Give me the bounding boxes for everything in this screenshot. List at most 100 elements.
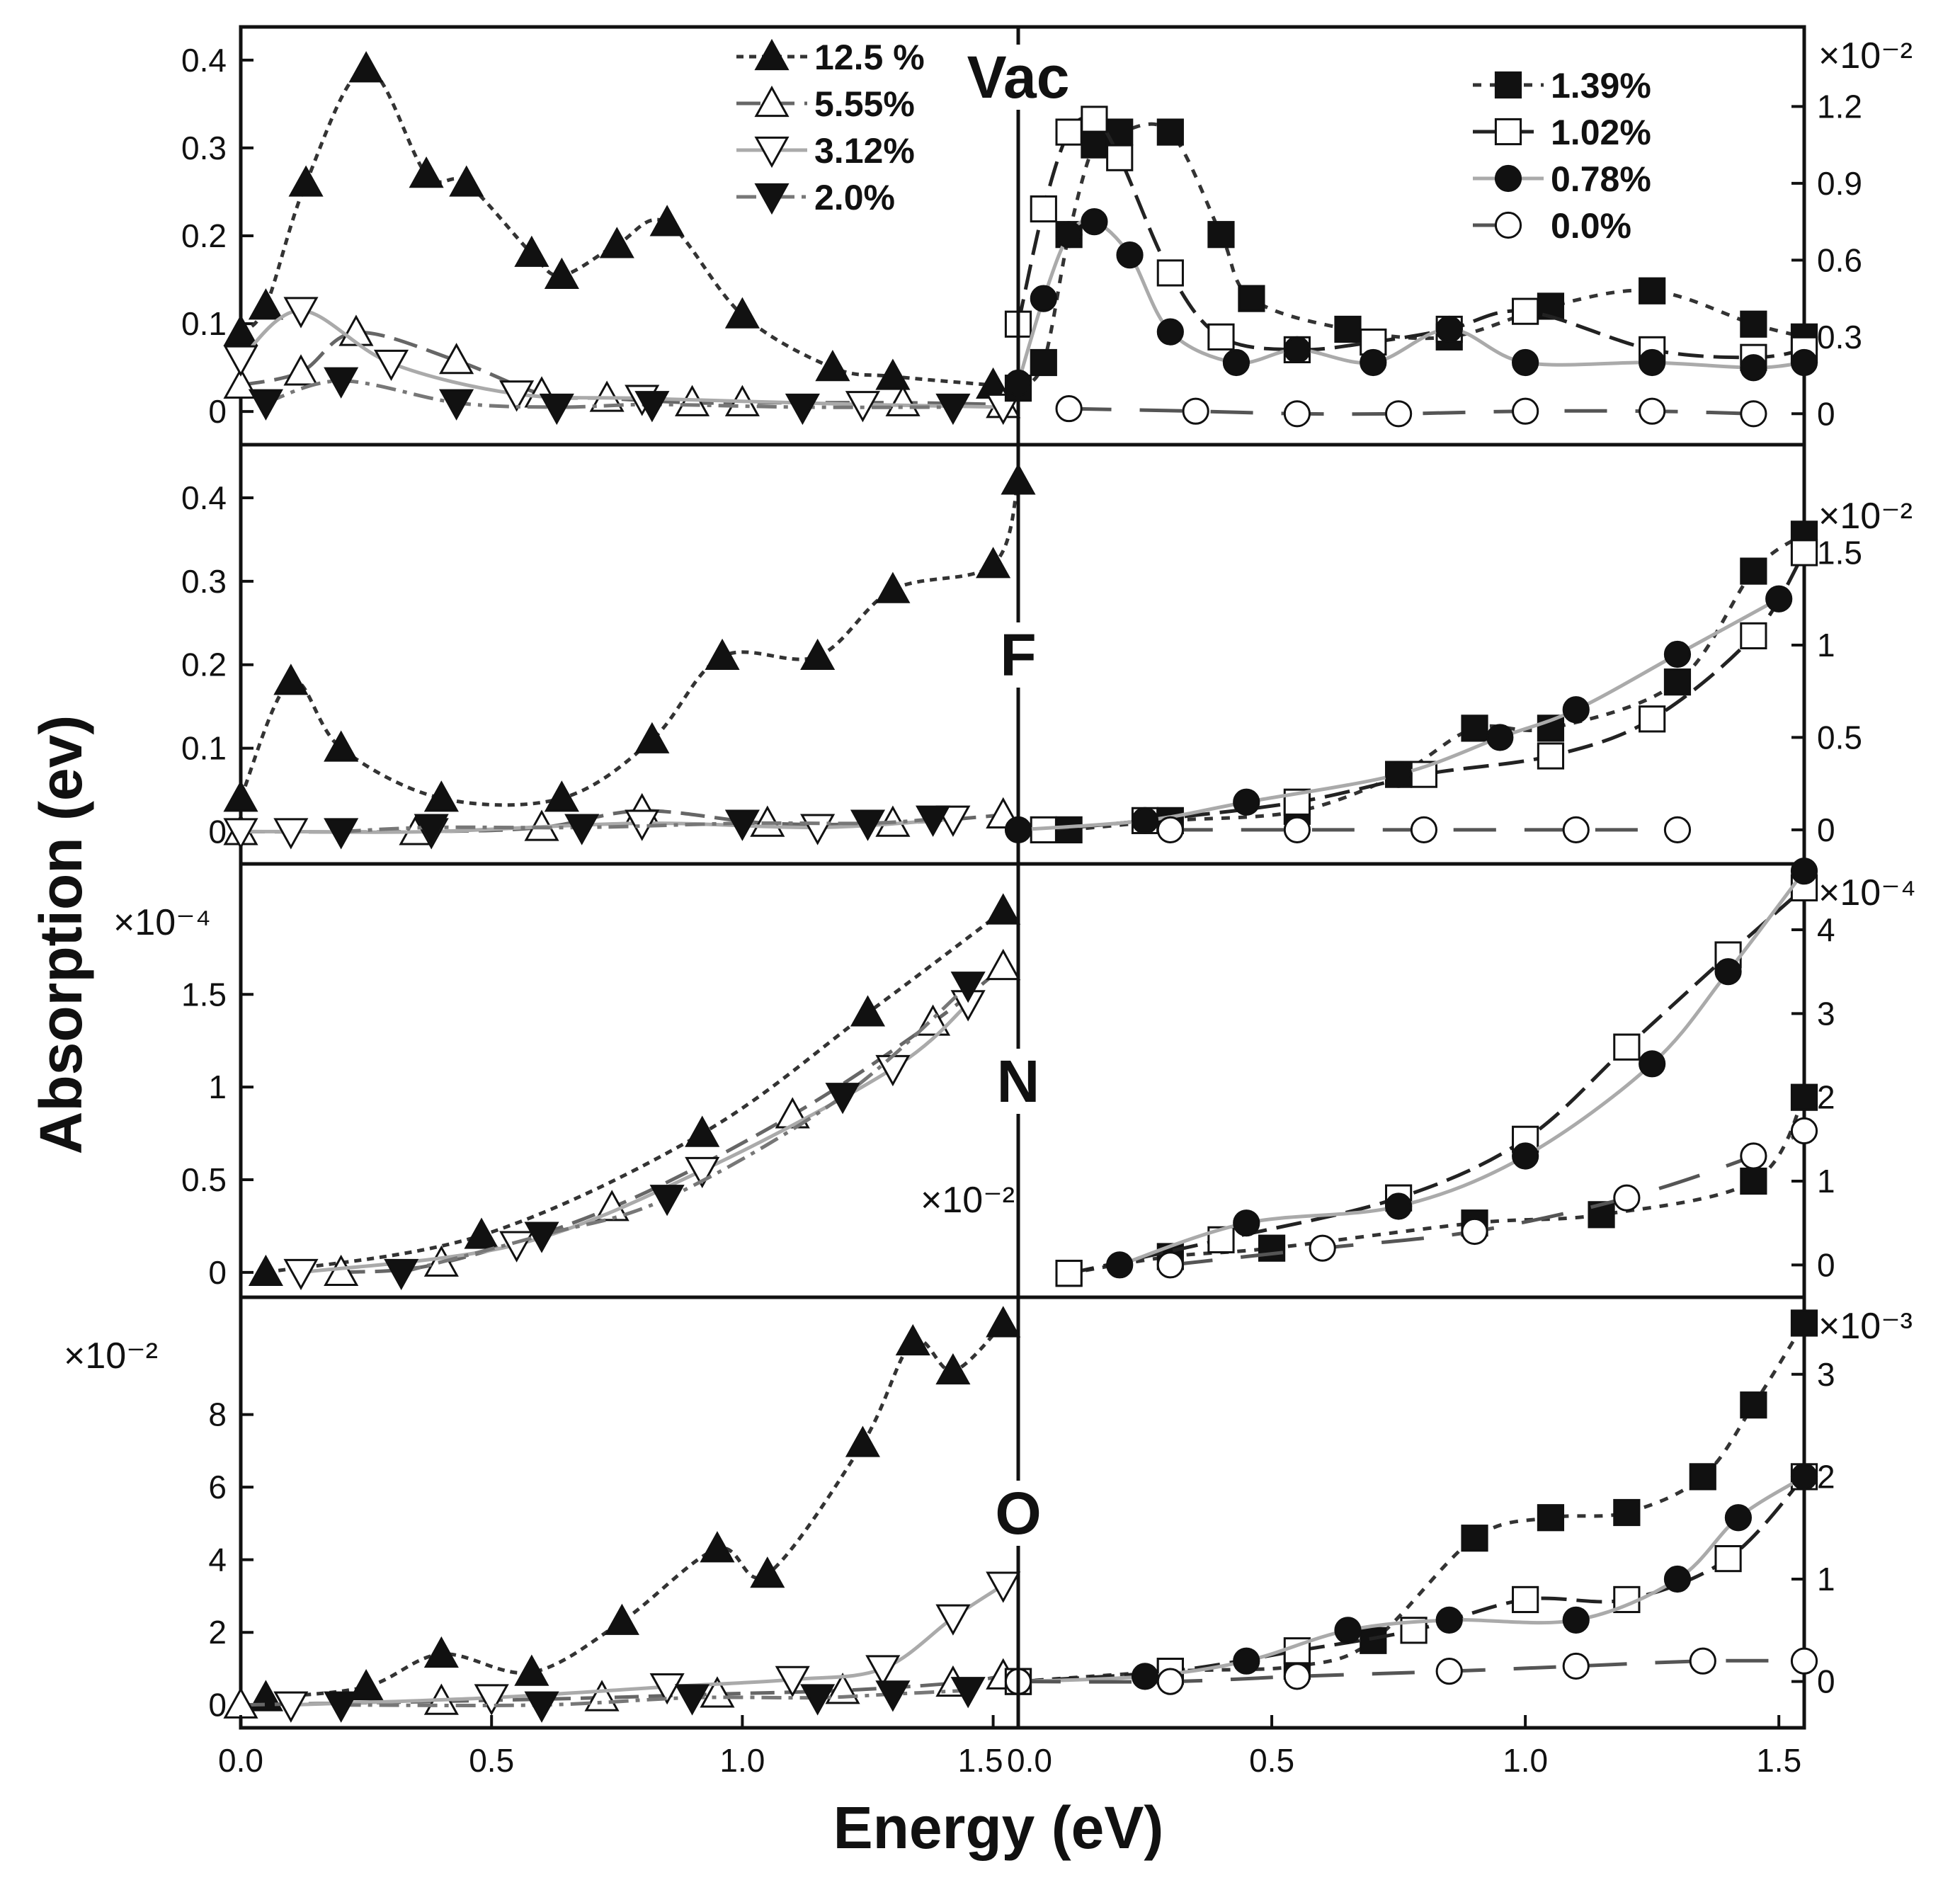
data-point [273, 664, 309, 695]
data-point [414, 814, 449, 845]
data-point [775, 1665, 810, 1697]
data-point [524, 1691, 559, 1723]
data-point [423, 1636, 459, 1668]
y-tick-label-left: 2 [208, 1614, 227, 1651]
series-s312-left [283, 990, 986, 1291]
data-point [1512, 1585, 1539, 1614]
series-s102-right [1004, 106, 1818, 371]
data-point [674, 1684, 710, 1716]
x-tick-label-left: 1.5 [958, 1742, 1003, 1779]
data-point [594, 1190, 629, 1221]
data-point [248, 389, 283, 421]
series-s078-right [1004, 208, 1818, 397]
panel-f: 0 0.1 0.2 0.3 0.4 0 0.5 1 1.5×10⁻² F [181, 443, 1913, 866]
panel-label-bg [962, 45, 1075, 110]
data-point [324, 367, 359, 399]
data-point [1790, 1647, 1818, 1675]
series-s102-right [1055, 874, 1818, 1287]
series-s125-left [223, 51, 1011, 399]
y-tick-label-right: 0.5 [1817, 719, 1862, 756]
panel-label: N [997, 1048, 1040, 1115]
scale-label-left: ×10⁻² [64, 1336, 158, 1377]
data-point [1334, 1617, 1362, 1644]
x-tick-label-right: 0.5 [1249, 1742, 1294, 1779]
data-point [1562, 1652, 1590, 1680]
data-point [724, 297, 760, 329]
data-point [1435, 1606, 1463, 1634]
series-s078-right [1004, 585, 1793, 844]
data-point [439, 343, 474, 375]
series-line [1016, 115, 1805, 360]
data-point [916, 805, 951, 837]
scale-label-left: ×10⁻⁴ [113, 902, 211, 943]
data-point [1714, 1544, 1742, 1573]
x-tick-label-left: 0.5 [469, 1742, 514, 1779]
y-tick-label-right: 0.9 [1817, 165, 1862, 202]
data-point [1283, 336, 1311, 364]
data-point [865, 1655, 901, 1687]
data-point [1740, 1142, 1767, 1170]
data-point [850, 809, 886, 841]
legend-label: 1.02% [1551, 113, 1651, 152]
data-point [950, 972, 986, 1003]
y-tick-label-right: 1 [1817, 1163, 1835, 1200]
data-point [1435, 315, 1463, 343]
data-point [373, 349, 409, 382]
data-point [850, 995, 886, 1027]
data-point [1055, 1260, 1083, 1287]
panel-frame [239, 1295, 1806, 1730]
data-point [1238, 285, 1265, 312]
y-tick-label-left: 0 [208, 1687, 227, 1724]
data-point [825, 1083, 860, 1115]
data-point [348, 51, 384, 83]
series-line [300, 1002, 969, 1275]
y-tick-label-left: 0 [208, 1254, 227, 1291]
data-point [1740, 1391, 1767, 1419]
data-point [1562, 1606, 1590, 1634]
data-point [1663, 1565, 1692, 1593]
legend-right: 1.39% 1.02% 0.78% 0.0% [1473, 66, 1651, 246]
data-point [248, 288, 283, 320]
data-point [1461, 714, 1488, 742]
panel-label-bg [990, 1049, 1047, 1114]
data-point [1283, 1663, 1311, 1690]
series-s000-right [1004, 1647, 1818, 1695]
data-point [1663, 640, 1692, 668]
data-point [1537, 1504, 1565, 1532]
data-point [1384, 761, 1413, 788]
data-point [514, 235, 549, 267]
data-point [1283, 816, 1311, 844]
series-line [341, 965, 1005, 1275]
data-point [1030, 285, 1057, 312]
overlay-group: Absorption (ev) Energy (eV) [28, 715, 1163, 1861]
legend-label: 12.5 % [814, 38, 925, 77]
data-point [1156, 259, 1184, 287]
data-point [324, 730, 359, 762]
data-point [1309, 1234, 1336, 1262]
data-point [223, 818, 258, 850]
y-tick-label-right: 0 [1817, 811, 1835, 848]
data-point [539, 393, 574, 426]
data-point [986, 1571, 1021, 1603]
legend-label: 3.12% [814, 131, 915, 171]
series-s200-left [384, 972, 986, 1291]
data-point [223, 314, 258, 346]
data-point [1562, 816, 1590, 844]
data-point [584, 1680, 620, 1712]
data-point [1724, 1504, 1753, 1532]
panel-label-bg [990, 1481, 1047, 1546]
legend-marker [754, 136, 790, 169]
data-point [649, 1673, 685, 1705]
y-tick-label-left: 0.2 [181, 647, 227, 683]
data-point [1461, 1525, 1488, 1552]
legend-marker [1494, 211, 1522, 239]
data-point [283, 297, 319, 329]
data-point [1790, 1309, 1818, 1337]
data-point [986, 948, 1021, 981]
data-point [1639, 348, 1666, 377]
y-tick-label-right: 2 [1817, 1079, 1835, 1116]
scale-label-right: ×10⁻⁴ [1818, 872, 1916, 913]
data-point [800, 1684, 836, 1716]
x-tick-label-left: 1.0 [719, 1742, 765, 1779]
data-point [1182, 397, 1209, 425]
